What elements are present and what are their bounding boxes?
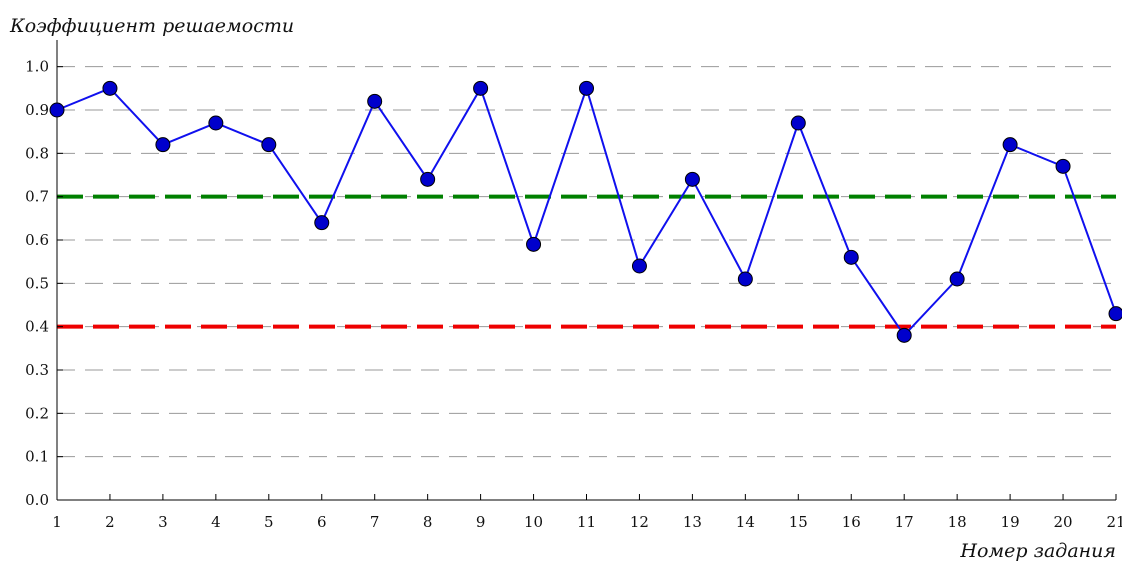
- reference-lines: [57, 194, 1116, 329]
- y-tick-label: 0.3: [25, 361, 49, 379]
- y-tick-label: 0.4: [25, 318, 49, 336]
- x-tick-label: 1: [52, 513, 62, 531]
- y-tick-label: 0.8: [25, 144, 49, 162]
- x-tick-label: 21: [1106, 513, 1122, 531]
- data-point: [579, 80, 594, 96]
- data-point: [526, 236, 542, 252]
- x-tick-label: 10: [524, 513, 543, 531]
- data-point: [790, 115, 806, 131]
- data-point: [737, 271, 753, 287]
- y-tick-label: 0.9: [25, 101, 49, 119]
- x-tick-label: 20: [1054, 513, 1073, 531]
- y-tick-label: 0.6: [25, 231, 49, 249]
- y-tick-label: 0.1: [25, 448, 49, 466]
- x-tick-label: 12: [630, 513, 649, 531]
- y-tick-label: 0.2: [25, 404, 49, 422]
- x-tick-label: 8: [423, 513, 433, 531]
- data-point: [896, 327, 912, 343]
- data-point: [949, 271, 965, 287]
- data-point: [1108, 306, 1122, 322]
- data-point: [208, 115, 224, 131]
- x-tick-label: 7: [370, 513, 380, 531]
- data-point: [420, 171, 436, 187]
- data-point: [314, 215, 330, 231]
- x-tick-label: 18: [948, 513, 967, 531]
- x-tick-label: 14: [736, 513, 755, 531]
- y-tick-label: 0.5: [25, 274, 49, 292]
- x-tick-label: 4: [211, 513, 221, 531]
- y-tick-labels: 0.0 0.1 0.2 0.3 0.4 0.5 0.6 0.7 0.8 0.9 1.0: [25, 58, 49, 509]
- data-point: [261, 137, 277, 153]
- data-point: [49, 102, 65, 118]
- x-tick-label: 19: [1001, 513, 1020, 531]
- x-tick-label: 3: [158, 513, 168, 531]
- data-point: [1055, 158, 1071, 174]
- y-tick-label: 0.0: [25, 491, 49, 509]
- y-axis-title: Коэффициент решаемости: [9, 15, 294, 37]
- data-point: [367, 93, 383, 109]
- x-tick-label: 6: [317, 513, 327, 531]
- data-point: [631, 258, 647, 274]
- x-tick-label: 17: [895, 513, 914, 531]
- data-point: [1002, 137, 1018, 153]
- x-tick-label: 9: [476, 513, 486, 531]
- data-point: [684, 171, 700, 187]
- series-group: [49, 80, 1122, 343]
- y-tick-label: 1.0: [25, 58, 49, 76]
- x-tick-label: 5: [264, 513, 274, 531]
- x-tick-label: 2: [105, 513, 115, 531]
- x-tick-labels: 1 2 3 4 5 6 7 8 9 10 11 12 13 14 15 16 17 18 19 20 21: [52, 513, 1122, 531]
- x-tick-label: 15: [789, 513, 808, 531]
- data-point: [155, 137, 171, 153]
- x-tick-label: 11: [577, 513, 596, 531]
- data-point: [473, 80, 489, 96]
- y-tick-label: 0.7: [25, 188, 49, 206]
- data-point: [843, 249, 859, 265]
- data-point: [102, 80, 118, 96]
- x-tick-label: 13: [683, 513, 702, 531]
- x-axis-title: Номер задания: [959, 540, 1116, 561]
- axes: [56, 40, 1117, 501]
- x-tick-label: 16: [842, 513, 861, 531]
